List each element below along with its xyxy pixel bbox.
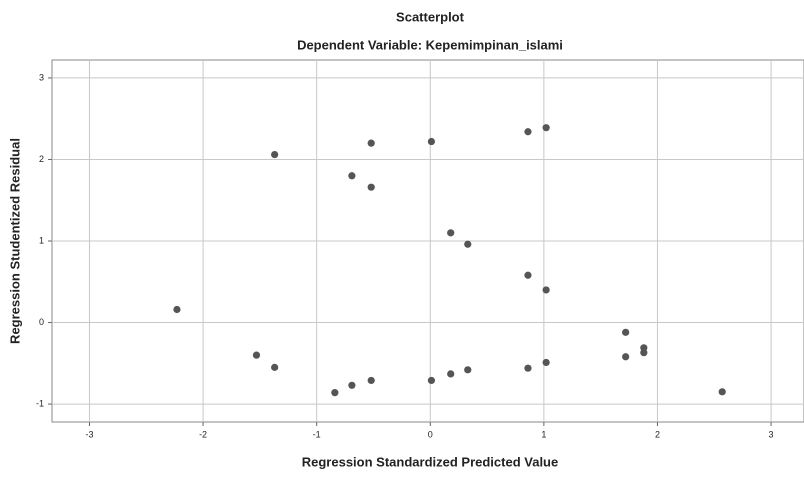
point [464, 240, 472, 248]
point [173, 305, 181, 314]
point [427, 137, 436, 146]
point [348, 381, 356, 389]
y-tick-label: -1 [36, 398, 44, 408]
x-tick-label: -3 [85, 429, 93, 439]
point [348, 172, 356, 180]
point [542, 358, 550, 367]
point [524, 128, 532, 136]
y-tick-label: 3 [39, 72, 44, 82]
x-tick-label: -1 [313, 429, 321, 439]
point [542, 286, 550, 294]
point [447, 370, 455, 378]
point [542, 124, 550, 132]
chart-title: Scatterplot [396, 9, 465, 24]
point [252, 351, 261, 359]
point [524, 271, 532, 279]
point [367, 376, 375, 385]
point [464, 366, 472, 374]
point [524, 364, 532, 372]
point [622, 353, 630, 361]
point [622, 328, 630, 336]
point [447, 229, 455, 237]
y-tick-label: 1 [39, 235, 44, 245]
x-tick-label: -2 [199, 429, 207, 439]
point [271, 363, 279, 371]
x-tick-label: 0 [428, 429, 433, 439]
y-tick-label: 2 [39, 154, 44, 164]
y-tick-label: 0 [39, 317, 44, 327]
point [427, 376, 436, 385]
point [367, 183, 375, 191]
chart-subtitle: Dependent Variable: Kepemimpinan_islami [297, 37, 563, 52]
x-tick-label: 2 [655, 429, 660, 439]
x-tick-label: 3 [769, 429, 774, 439]
y-axis-title: Regression Studentized Residual [7, 138, 22, 344]
x-axis-title: Regression Standardized Predicted Value [302, 454, 558, 469]
point [331, 389, 339, 397]
point [367, 139, 375, 147]
point [271, 150, 279, 159]
x-tick-label: 1 [541, 429, 546, 439]
point [640, 349, 648, 357]
point [718, 388, 726, 396]
